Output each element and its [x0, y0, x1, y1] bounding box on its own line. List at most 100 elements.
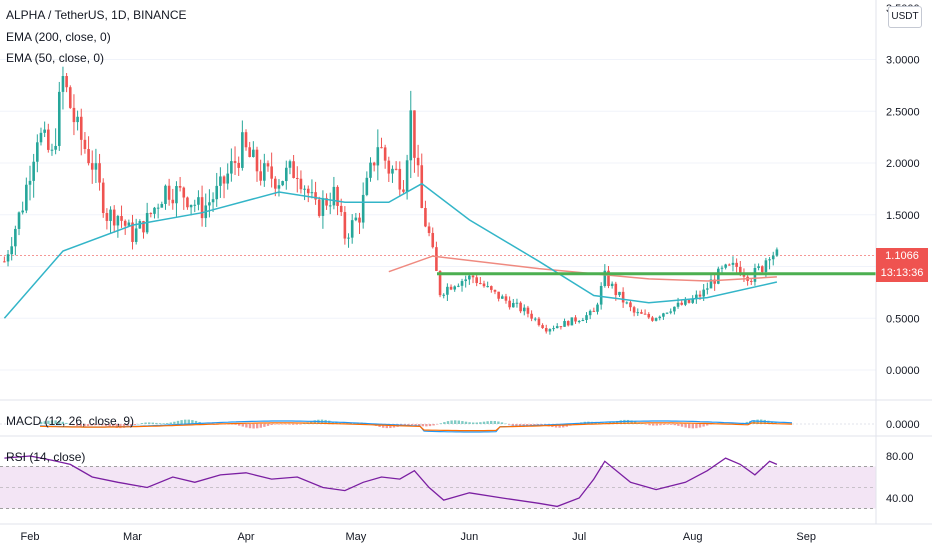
candle-body	[10, 246, 13, 255]
candle-body	[222, 176, 226, 184]
candle-body	[442, 294, 446, 296]
candle-body	[197, 197, 200, 205]
candle-body	[530, 313, 533, 319]
candle-body	[219, 176, 222, 186]
ema200-legend[interactable]: EMA (200, close, 0)	[6, 30, 111, 44]
macd-histogram-bar	[166, 423, 169, 424]
candle-body	[175, 186, 178, 204]
rsi-legend[interactable]: RSI (14, close)	[6, 450, 86, 464]
candle-body	[230, 161, 233, 174]
candle-body	[757, 266, 760, 268]
candle-body	[771, 255, 775, 260]
candle-body	[405, 160, 409, 192]
candle-body	[585, 315, 588, 320]
time-axis[interactable]: Feb Mar Apr May Jun Jul Aug Sep	[21, 531, 816, 543]
macd-histogram-bar	[677, 424, 680, 426]
candle-body	[398, 168, 402, 190]
macd-histogram-bar	[270, 424, 273, 425]
macd-histogram-bar	[767, 420, 770, 424]
macd-histogram-bar	[277, 424, 280, 425]
macd-legend[interactable]: MACD (12, 26, close, 9)	[6, 414, 135, 428]
candle-body	[614, 283, 618, 296]
macd-histogram-bar	[184, 419, 187, 424]
macd-histogram-bar	[83, 424, 86, 427]
candle-body	[669, 311, 673, 313]
candle-body	[182, 187, 186, 198]
macd-pane[interactable]	[0, 419, 876, 433]
macd-histogram-bar	[86, 424, 90, 427]
price-tick-label: 0.5000	[886, 313, 920, 325]
ema50-legend[interactable]: EMA (50, close, 0)	[6, 51, 105, 65]
candle-body	[237, 162, 240, 168]
macd-histogram-bar	[486, 421, 489, 424]
macd-histogram-bar	[652, 424, 655, 426]
macd-tick-label: 0.0000	[886, 419, 920, 431]
candle-body	[698, 294, 702, 297]
macd-histogram-bar	[151, 422, 154, 424]
macd-histogram-bar	[673, 424, 676, 426]
main-pane[interactable]	[0, 59, 876, 371]
candle-body	[208, 202, 211, 206]
candle-body	[358, 217, 361, 223]
candle-body	[50, 149, 54, 151]
candle-body	[537, 318, 541, 326]
macd-histogram-bar	[140, 423, 144, 424]
rsi-pane[interactable]	[0, 455, 876, 509]
candle-body	[226, 173, 230, 184]
candle-body	[457, 285, 460, 287]
price-axis[interactable]: 3.00002.50002.00001.50001.00000.50000.00…	[886, 3, 920, 505]
macd-histogram-bar	[630, 420, 633, 424]
macd-histogram-bar	[299, 424, 302, 425]
candle-body	[570, 317, 574, 326]
candle-body	[120, 216, 123, 221]
macd-histogram-bar	[230, 424, 234, 425]
candle-body	[691, 298, 694, 303]
macd-histogram-bar	[641, 423, 644, 425]
macd-histogram-bar	[274, 424, 277, 425]
candle-body	[460, 281, 464, 286]
macd-histogram-bar	[482, 421, 486, 424]
macd-histogram-bar	[191, 420, 194, 424]
candle-body	[244, 132, 248, 148]
macd-histogram-bar	[187, 419, 190, 424]
candle-body	[325, 198, 328, 206]
macd-histogram-bar	[454, 420, 457, 424]
candle-body	[764, 260, 768, 272]
candle-body	[372, 162, 376, 166]
candle-body	[471, 275, 475, 278]
macd-histogram-bar	[54, 420, 57, 424]
macd-histogram-bar	[112, 424, 115, 428]
candle-body	[72, 107, 76, 123]
candle-body	[555, 326, 559, 329]
candle-body	[83, 139, 87, 150]
macd-histogram-bar	[349, 423, 352, 424]
candle-body	[629, 302, 632, 308]
candle-body	[65, 76, 68, 88]
candle-body	[193, 204, 197, 206]
last-price-tag: 1.1066	[876, 248, 928, 265]
macd-histogram-bar	[115, 424, 118, 428]
candle-body	[321, 198, 325, 216]
candle-body	[673, 306, 676, 312]
macd-histogram-bar	[119, 424, 122, 429]
candle-body	[709, 279, 713, 289]
macd-histogram-bar	[432, 424, 435, 426]
macd-histogram-bar	[698, 424, 702, 428]
macd-histogram-bar	[684, 424, 687, 428]
macd-histogram-bar	[130, 424, 133, 427]
candle-body	[713, 279, 716, 284]
candle-body	[695, 294, 698, 299]
candle-body	[6, 254, 10, 262]
time-tick-label: May	[345, 531, 366, 543]
macd-histogram-bar	[655, 424, 658, 426]
candle-body	[735, 262, 738, 267]
symbol-title[interactable]: ALPHA / TetherUS, 1D, BINANCE	[6, 8, 187, 22]
price-tick-label: 0.0000	[886, 365, 920, 377]
currency-button[interactable]: USDT	[888, 6, 922, 28]
macd-histogram-bar	[137, 423, 140, 425]
macd-histogram-bar	[281, 424, 284, 425]
candle-body	[625, 302, 629, 304]
macd-histogram-bar	[94, 424, 97, 426]
macd-histogram-bar	[472, 422, 475, 424]
price-tick-label: 3.0000	[886, 55, 920, 67]
